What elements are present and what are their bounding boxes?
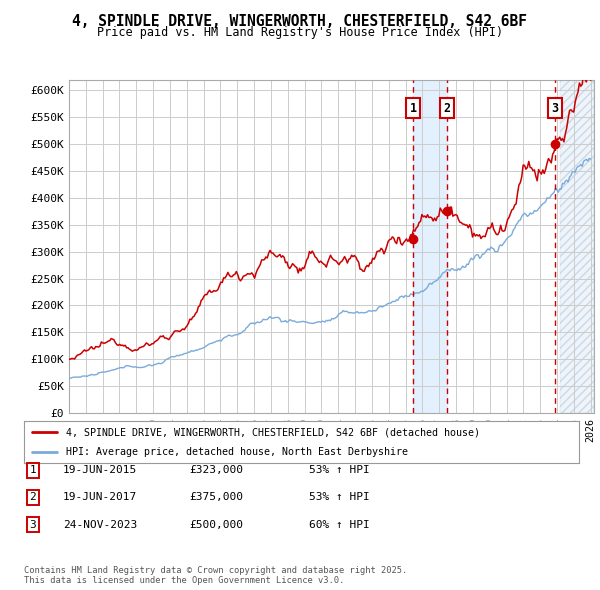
Text: £375,000: £375,000	[189, 493, 243, 502]
Text: 3: 3	[29, 520, 37, 529]
Text: 3: 3	[552, 101, 559, 114]
Text: 4, SPINDLE DRIVE, WINGERWORTH, CHESTERFIELD, S42 6BF: 4, SPINDLE DRIVE, WINGERWORTH, CHESTERFI…	[73, 14, 527, 30]
Text: 24-NOV-2023: 24-NOV-2023	[63, 520, 137, 529]
Bar	[413, 80, 447, 413]
Text: HPI: Average price, detached house, North East Derbyshire: HPI: Average price, detached house, Nort…	[65, 447, 407, 457]
Text: 1: 1	[410, 101, 417, 114]
Text: 19-JUN-2015: 19-JUN-2015	[63, 466, 137, 475]
Text: 4, SPINDLE DRIVE, WINGERWORTH, CHESTERFIELD, S42 6BF (detached house): 4, SPINDLE DRIVE, WINGERWORTH, CHESTERFI…	[65, 427, 479, 437]
Text: 60% ↑ HPI: 60% ↑ HPI	[309, 520, 370, 529]
Text: 53% ↑ HPI: 53% ↑ HPI	[309, 493, 370, 502]
Text: 19-JUN-2017: 19-JUN-2017	[63, 493, 137, 502]
Text: 1: 1	[29, 466, 37, 475]
Text: £323,000: £323,000	[189, 466, 243, 475]
Text: Contains HM Land Registry data © Crown copyright and database right 2025.
This d: Contains HM Land Registry data © Crown c…	[24, 566, 407, 585]
Text: £500,000: £500,000	[189, 520, 243, 529]
Text: Price paid vs. HM Land Registry's House Price Index (HPI): Price paid vs. HM Land Registry's House …	[97, 26, 503, 39]
Bar	[560, 80, 594, 413]
Text: 2: 2	[29, 493, 37, 502]
Text: 53% ↑ HPI: 53% ↑ HPI	[309, 466, 370, 475]
Text: 2: 2	[443, 101, 451, 114]
